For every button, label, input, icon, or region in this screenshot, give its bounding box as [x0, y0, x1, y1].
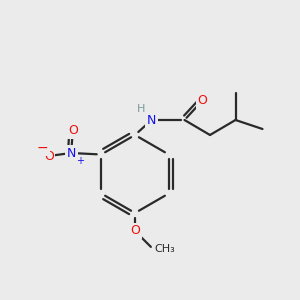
Text: −: −: [36, 141, 48, 154]
Text: +: +: [76, 156, 84, 167]
Text: N: N: [147, 113, 156, 127]
Text: O: O: [44, 149, 54, 163]
Text: O: O: [198, 94, 207, 107]
Text: O: O: [130, 224, 140, 238]
Text: H: H: [137, 103, 145, 114]
Text: O: O: [68, 124, 78, 137]
Text: CH₃: CH₃: [154, 244, 175, 254]
Text: N: N: [67, 146, 76, 160]
